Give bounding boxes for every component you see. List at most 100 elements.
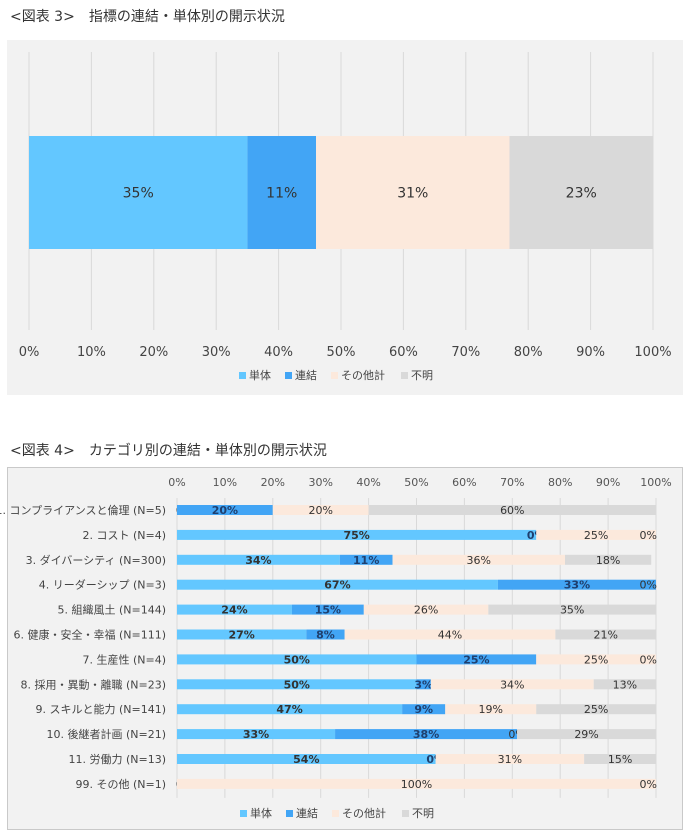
f4-data-label-0-1: 20% bbox=[212, 504, 238, 517]
f4-bar-7-0 bbox=[177, 679, 417, 690]
f4-category-label-5: 6. 健康・安全・幸福 (N=111) bbox=[13, 628, 166, 642]
f4-bar-5-0 bbox=[177, 629, 307, 640]
f4-data-label-1-0: 75% bbox=[343, 529, 369, 542]
f4-data-label-8-3: 25% bbox=[584, 703, 608, 716]
f4-data-label-1-3: 0% bbox=[640, 529, 657, 542]
f4-data-label-8-0: 47% bbox=[276, 703, 302, 716]
f4-bar-0-3 bbox=[368, 505, 656, 515]
f3-data-label-0: 35% bbox=[123, 186, 154, 202]
f4-bar-10-3 bbox=[584, 754, 656, 764]
f4-data-label-5-1: 8% bbox=[316, 629, 335, 642]
f4-data-label-7-3: 13% bbox=[613, 678, 637, 691]
f4-bar-5-3 bbox=[555, 629, 656, 640]
f4-data-label-4-3: 35% bbox=[560, 604, 584, 617]
f4-data-label-3-0: 67% bbox=[324, 579, 350, 592]
f4-data-label-2-2: 36% bbox=[467, 554, 491, 567]
f4-xtick-9: 90% bbox=[596, 476, 620, 489]
f4-xtick-1: 10% bbox=[213, 476, 237, 489]
f4-bar-4-2 bbox=[363, 604, 489, 615]
f4-data-label-10-3: 15% bbox=[608, 753, 632, 766]
f4-bar-2-2 bbox=[392, 554, 565, 565]
f4-data-label-7-1: 3% bbox=[414, 678, 433, 691]
f4-category-label-8: 9. スキルと能力 (N=141) bbox=[35, 702, 166, 716]
f4-data-label-7-2: 34% bbox=[500, 678, 524, 691]
figure3-chart: 0% 10% 20% 30% 40% 50% 60% 70% 80% 90% 100% 35% 11% 3… bbox=[19, 52, 672, 382]
figure4-title: <図表 4> カテゴリ別の連結・単体別の開示状況 bbox=[10, 443, 327, 459]
figure4-chart-panel: 0% 10% 20% 30% 40% 50% 60% 70% 80% 90% 100% 1. コンプラ… bbox=[0, 467, 683, 830]
f3-legend-label-0: 単体 bbox=[249, 368, 271, 382]
f4-data-label-11-3: 0% bbox=[640, 778, 657, 791]
f3-xtick-10: 100% bbox=[634, 345, 671, 360]
f4-data-label-10-0: 54% bbox=[293, 753, 319, 766]
f4-bar-3-1 bbox=[497, 579, 656, 590]
f3-xtick-6: 60% bbox=[389, 345, 418, 360]
f4-category-label-4: 5. 組織風土 (N=144) bbox=[57, 604, 166, 617]
f4-data-label-6-2: 25% bbox=[584, 653, 608, 666]
f4-data-label-4-1: 15% bbox=[315, 604, 341, 617]
f4-xtick-2: 20% bbox=[261, 476, 285, 489]
f4-xtick-3: 30% bbox=[308, 476, 332, 489]
f4-data-label-2-0: 34% bbox=[245, 554, 271, 567]
f4-bar-9-3 bbox=[517, 729, 656, 740]
f4-data-label-0-3: 60% bbox=[500, 504, 524, 517]
f4-data-label-4-0: 24% bbox=[221, 604, 247, 617]
f4-data-label-5-0: 27% bbox=[228, 629, 254, 642]
f3-xtick-8: 80% bbox=[514, 345, 543, 360]
f4-legend-swatch-0 bbox=[240, 810, 247, 817]
f4-data-label-7-0: 50% bbox=[284, 678, 310, 691]
f4-bar-6-0 bbox=[177, 654, 417, 665]
f4-data-label-8-2: 19% bbox=[479, 703, 503, 716]
f4-legend-swatch-3 bbox=[402, 810, 409, 817]
f4-data-label-6-3: 0% bbox=[640, 653, 657, 666]
f4-bar-8-0 bbox=[177, 704, 403, 715]
f3-legend-swatch-3 bbox=[401, 372, 408, 379]
f4-data-label-4-2: 26% bbox=[414, 604, 438, 617]
f3-xtick-9: 90% bbox=[576, 345, 605, 360]
f3-legend-swatch-1 bbox=[285, 372, 292, 379]
f4-bar-8-2 bbox=[445, 704, 537, 715]
f4-xtick-8: 80% bbox=[548, 476, 572, 489]
f3-xtick-3: 30% bbox=[202, 345, 231, 360]
f3-legend-swatch-0 bbox=[239, 372, 246, 379]
f4-bar-9-0 bbox=[177, 729, 336, 740]
f4-data-label-0-2: 20% bbox=[308, 504, 332, 517]
f4-data-label-6-0: 50% bbox=[284, 653, 310, 666]
f4-data-label-8-1: 9% bbox=[414, 703, 433, 716]
f4-bar-3-0 bbox=[177, 579, 498, 590]
f4-data-label-1-2: 25% bbox=[584, 529, 608, 542]
f4-bar-5-2 bbox=[344, 629, 556, 640]
f3-legend-label-1: 連結 bbox=[295, 368, 317, 382]
f3-legend-label-2: その他計 bbox=[341, 368, 385, 382]
f4-bar-0-2 bbox=[272, 505, 369, 515]
f4-legend-swatch-1 bbox=[286, 810, 293, 817]
f4-bar-8-3 bbox=[536, 704, 656, 715]
f4-category-label-10: 11. 労働力 (N=13) bbox=[68, 752, 166, 766]
f4-category-label-11: 99. その他 (N=1) bbox=[75, 778, 166, 791]
f4-bar-9-1 bbox=[335, 729, 518, 740]
f4-category-label-2: 3. ダイバーシティ (N=300) bbox=[26, 553, 166, 567]
f4-category-label-0: 1. コンプライアンスと倫理 (N=5) bbox=[0, 503, 166, 517]
f4-bar-1-2 bbox=[536, 529, 656, 540]
f4-bar-0-1 bbox=[177, 505, 273, 515]
f4-data-label-9-1: 38% bbox=[413, 728, 439, 741]
f4-data-label-9-3: 29% bbox=[574, 728, 598, 741]
f4-bar-4-1 bbox=[291, 604, 364, 615]
f4-data-label-3-2: 0% bbox=[640, 579, 657, 592]
f4-bar-5-1 bbox=[306, 629, 345, 640]
f4-bar-2-1 bbox=[339, 554, 393, 565]
f4-bar-4-3 bbox=[488, 604, 656, 615]
f4-bar-11-2 bbox=[177, 778, 656, 789]
f4-bar-1-0 bbox=[177, 529, 537, 540]
f3-data-label-1: 11% bbox=[266, 186, 297, 202]
f4-data-label-5-2: 44% bbox=[438, 629, 462, 642]
figure3-title: <図表 3> 指標の連結・単体別の開示状況 bbox=[10, 9, 285, 25]
f4-legend-swatch-2 bbox=[332, 810, 339, 817]
f4-legend-label-2: その他計 bbox=[342, 806, 386, 820]
f3-data-label-3: 23% bbox=[566, 186, 597, 202]
f4-bar-2-0 bbox=[177, 554, 340, 565]
f4-bar-8-1 bbox=[402, 704, 446, 715]
f4-xtick-4: 40% bbox=[356, 476, 380, 489]
f4-data-label-6-1: 25% bbox=[463, 653, 489, 666]
f3-xtick-4: 40% bbox=[264, 345, 293, 360]
f4-legend-label-0: 単体 bbox=[250, 806, 272, 820]
